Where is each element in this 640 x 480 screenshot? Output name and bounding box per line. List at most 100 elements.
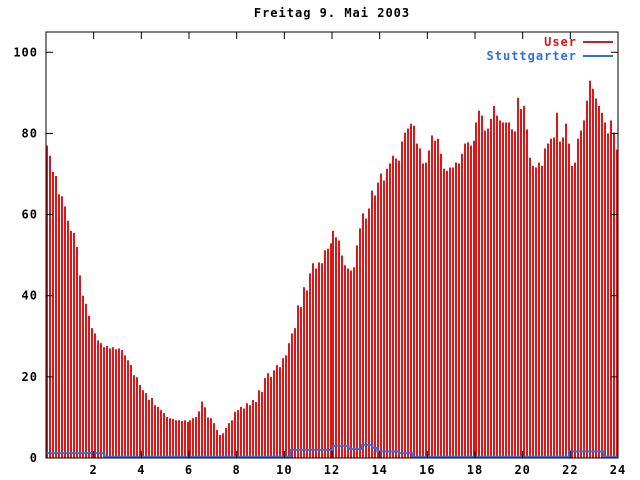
user-impulse-bar [258,390,260,458]
user-impulse-bar [267,373,269,458]
x-axis-tick-label: 20 [514,463,530,477]
user-impulse-bar [353,267,355,458]
user-impulse-bar [115,349,117,458]
user-impulse-bar [413,125,415,458]
y-axis-tick-label: 20 [22,370,38,384]
user-impulse-bar [219,434,221,458]
user-impulse-bar [422,163,424,459]
user-impulse-bar [88,316,90,458]
user-impulse-bar [270,376,272,458]
user-impulse-bar [154,405,156,458]
user-impulse-bar [478,110,480,459]
user-impulse-bar [145,393,147,458]
user-impulse-bar [261,391,263,458]
user-impulse-bar [335,237,337,458]
stuttgarter-step-line [46,444,618,458]
user-impulse-bar [222,433,224,458]
user-impulse-bar [347,268,349,458]
user-impulse-bar [76,247,78,458]
user-impulse-bar [198,411,200,458]
user-impulse-bar [288,343,290,458]
user-impulse-bar [383,180,385,458]
user-impulse-bar [541,165,543,458]
user-impulse-bar [571,165,573,458]
user-impulse-bar [377,182,379,458]
user-impulse-bar [544,148,546,458]
user-impulse-bar [136,377,138,458]
user-impulse-bar [204,407,206,458]
user-impulse-bar [240,406,242,458]
user-impulse-bar [332,230,334,458]
user-impulse-bar [285,355,287,458]
user-impulse-bar [547,143,549,459]
user-impulse-bar [553,137,555,458]
user-impulse-bar [359,228,361,458]
user-impulse-bar [151,397,153,458]
legend-line-sample-stuttgarter [583,55,613,57]
user-impulse-bar [404,132,406,459]
user-impulse-bar [470,145,472,458]
user-impulse-bar [160,410,162,458]
user-impulse-bar [315,268,317,458]
user-impulse-bar [556,112,558,458]
user-impulse-bar [100,343,102,458]
user-impulse-bar [130,365,132,458]
user-impulse-bar [225,427,227,458]
user-impulse-bar [166,417,168,458]
user-impulse-bar [127,360,129,458]
user-impulse-bar [473,140,475,458]
user-impulse-bar [481,115,483,458]
user-impulse-bar [318,262,320,458]
user-impulse-bar [189,420,191,458]
user-impulse-bar [234,411,236,458]
user-impulse-bar [487,128,489,458]
x-axis-tick-label: 8 [233,463,241,477]
user-impulse-bar [565,123,567,458]
user-impulse-bar [243,408,245,458]
user-impulse-bar [592,88,594,459]
user-impulse-bar [264,378,266,458]
x-axis-tick-label: 6 [185,463,193,477]
user-impulse-bar [461,153,463,458]
user-impulse-bar [514,131,516,458]
user-impulse-bar [139,384,141,458]
user-impulse-bar [255,402,257,458]
user-impulse-bar [386,168,388,458]
user-impulse-bar [181,421,183,458]
user-impulse-bar [303,287,305,458]
user-impulse-bar [419,148,421,458]
user-impulse-bar [106,346,108,458]
user-impulse-bar [586,100,588,459]
user-impulse-bar [449,167,451,458]
user-impulse-bar [389,163,391,459]
user-impulse-bar [520,109,522,458]
user-impulse-bar [133,375,135,458]
user-impulse-bar [172,419,174,458]
user-impulse-bar [55,176,57,458]
user-impulse-bar [610,120,612,459]
user-impulse-bar [61,196,63,459]
x-axis-tick-label: 12 [324,463,340,477]
user-impulse-bar [493,105,495,458]
user-impulse-bar [237,410,239,458]
user-impulse-bar [249,405,251,458]
user-impulse-bar [324,250,326,458]
user-impulse-bar [70,230,72,458]
user-impulse-bar [458,163,460,459]
user-impulse-bar [121,350,123,458]
x-axis-tick-label: 18 [467,463,483,477]
user-impulse-bar [496,115,498,458]
user-impulse-bar [85,303,87,458]
user-impulse-bar [109,348,111,458]
y-axis-tick-label: 100 [13,45,38,59]
user-impulse-bar [252,399,254,458]
user-impulse-bar [279,367,281,458]
user-impulse-bar [517,97,519,459]
user-impulse-bar [362,213,364,458]
user-impulse-bar [595,98,597,458]
user-impulse-bar [368,208,370,458]
user-impulse-bar [598,105,600,458]
user-impulse-bar [338,240,340,458]
user-impulse-bar [475,122,477,458]
